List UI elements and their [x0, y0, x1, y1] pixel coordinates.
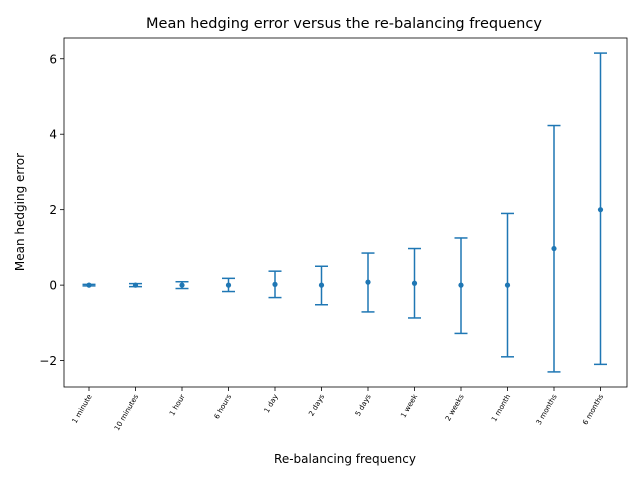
mean-point	[318, 282, 325, 288]
mean-point	[365, 279, 371, 285]
y-tick-label: 0	[49, 279, 57, 293]
mean-point	[86, 282, 92, 288]
mean-point	[551, 245, 557, 252]
plot-area	[82, 52, 607, 373]
mean-point	[597, 207, 604, 213]
x-tick-label: 5 days	[353, 392, 373, 417]
x-tick-label: 2 days	[307, 392, 327, 417]
mean-point	[179, 282, 185, 288]
x-tick-label: 1 week	[399, 392, 420, 420]
y-tick-label: 6	[49, 52, 57, 66]
y-tick-label: 4	[49, 128, 57, 142]
x-tick-label: 1 minute	[70, 392, 94, 425]
x-tick-label: 1 month	[489, 393, 512, 424]
y-tick-label: 2	[49, 203, 57, 217]
y-axis: −2 0 2 4 6	[39, 52, 64, 368]
x-tick-label: 2 weeks	[443, 392, 466, 422]
mean-point	[272, 281, 278, 287]
plot-frame	[63, 37, 628, 388]
x-tick-label: 10 minutes	[112, 392, 140, 432]
y-tick-label: −2	[39, 354, 57, 368]
x-tick-label: 6 hours	[212, 392, 233, 420]
mean-point	[225, 282, 232, 288]
x-axis: 1 minute 10 minutes 1 hour 6 hours 1 day 2 da…	[70, 387, 605, 432]
x-axis-label: Re-balancing frequency	[274, 452, 416, 466]
x-tick-label: 3 months	[534, 392, 559, 426]
x-tick-label: 6 months	[580, 392, 605, 426]
mean-point	[458, 282, 464, 288]
x-tick-label: 1 day	[262, 392, 280, 415]
mean-point	[411, 280, 418, 286]
mean-point	[504, 282, 511, 288]
y-axis-label: Mean hedging error	[13, 153, 27, 271]
x-tick-label: 1 hour	[167, 392, 186, 417]
chart-title: Mean hedging error versus the re-balanci…	[146, 16, 542, 32]
mean-point	[132, 282, 139, 288]
